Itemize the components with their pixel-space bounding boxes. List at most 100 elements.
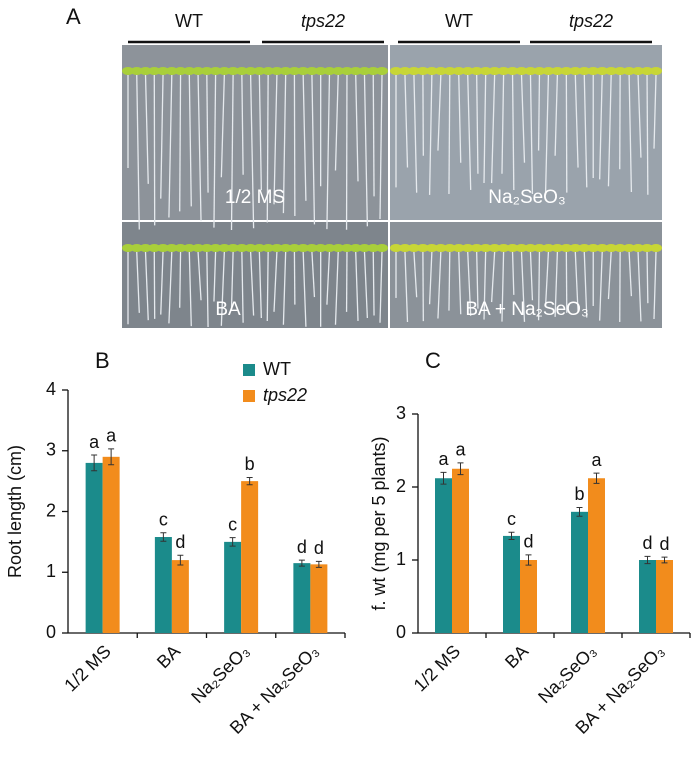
root	[404, 251, 409, 323]
x-tick-label: 1/2 MS	[60, 641, 114, 695]
cotyledon	[297, 67, 310, 75]
root	[544, 251, 550, 308]
root	[599, 251, 603, 321]
cotyledon	[305, 244, 318, 252]
cotyledon	[157, 244, 170, 252]
cotyledon	[443, 67, 456, 75]
cotyledon	[497, 244, 510, 252]
y-tick-label: 4	[46, 379, 56, 399]
cotyledon	[650, 67, 662, 75]
bar	[85, 462, 103, 633]
root	[311, 251, 316, 298]
cotyledon	[425, 67, 438, 75]
cotyledon	[376, 67, 388, 75]
bar	[503, 535, 520, 633]
cotyledon	[148, 67, 161, 75]
cotyledon	[390, 244, 402, 252]
bar	[154, 537, 172, 633]
root	[220, 74, 225, 178]
y-tick-label: 1	[396, 549, 406, 569]
error-bar	[229, 537, 236, 547]
root	[529, 251, 534, 301]
bar	[639, 560, 656, 633]
cotyledon	[165, 67, 178, 75]
cotyledon	[253, 244, 266, 252]
plate-label: BA	[215, 299, 241, 320]
root	[501, 74, 505, 174]
cotyledon	[533, 67, 546, 75]
root	[544, 74, 550, 195]
root	[355, 74, 359, 182]
root	[230, 74, 234, 230]
root	[197, 251, 202, 301]
root	[136, 74, 140, 230]
cotyledon	[253, 67, 266, 75]
bar	[656, 560, 673, 633]
root	[501, 251, 505, 322]
significance-letter: d	[297, 537, 307, 557]
root	[554, 251, 559, 317]
cotyledon	[488, 67, 501, 75]
x-tick-label: 1/2 MS	[410, 641, 464, 695]
root	[136, 251, 140, 313]
cotyledon	[209, 244, 222, 252]
root	[144, 74, 149, 184]
error-bar	[177, 554, 184, 566]
cotyledon	[470, 244, 483, 252]
root	[273, 74, 278, 205]
root	[249, 74, 255, 229]
x-tick-label: Na₂SeO₃	[187, 641, 253, 707]
error-bar	[644, 555, 651, 565]
cotyledon	[560, 67, 573, 75]
significance-letter: d	[314, 538, 324, 558]
bar	[241, 481, 259, 633]
cotyledon	[358, 67, 371, 75]
root	[537, 251, 541, 321]
root	[467, 251, 472, 316]
error-bar	[315, 560, 322, 568]
cotyledon	[244, 244, 257, 252]
cotyledon	[367, 67, 380, 75]
bar	[520, 560, 537, 633]
cotyledon	[443, 244, 456, 252]
root	[607, 74, 612, 187]
cotyledon	[349, 67, 362, 75]
cotyledon	[461, 67, 474, 75]
bar	[571, 511, 588, 633]
y-axis-label: Root length (cm)	[5, 445, 25, 578]
plate-label: 1/2 MS	[225, 187, 285, 208]
root	[355, 251, 359, 321]
root	[334, 251, 339, 325]
cotyledon	[605, 244, 618, 252]
cotyledon	[533, 244, 546, 252]
cotyledon	[192, 244, 205, 252]
cotyledon	[122, 67, 134, 75]
x-tick-label: BA	[153, 641, 184, 672]
cotyledon	[323, 67, 336, 75]
y-tick-label: 1	[46, 561, 56, 581]
significance-letter: d	[523, 532, 533, 552]
legend-label: WT	[263, 359, 291, 379]
root	[160, 251, 164, 315]
y-tick-label: 0	[46, 622, 56, 642]
root	[448, 74, 451, 195]
significance-letter: d	[642, 533, 652, 553]
root	[428, 74, 433, 195]
root	[574, 251, 579, 313]
error-bar	[440, 471, 447, 485]
cotyledon	[130, 67, 143, 75]
cotyledon	[130, 244, 143, 252]
significance-letter: c	[228, 514, 237, 534]
cotyledon	[596, 67, 609, 75]
cotyledon	[332, 244, 345, 252]
root	[302, 251, 307, 327]
root	[476, 251, 479, 309]
root	[197, 74, 202, 222]
root	[448, 251, 451, 311]
error-bar	[91, 454, 98, 472]
cotyledon	[488, 244, 501, 252]
cotyledon	[349, 244, 362, 252]
cotyledon	[452, 244, 465, 252]
cotyledon	[398, 67, 411, 75]
